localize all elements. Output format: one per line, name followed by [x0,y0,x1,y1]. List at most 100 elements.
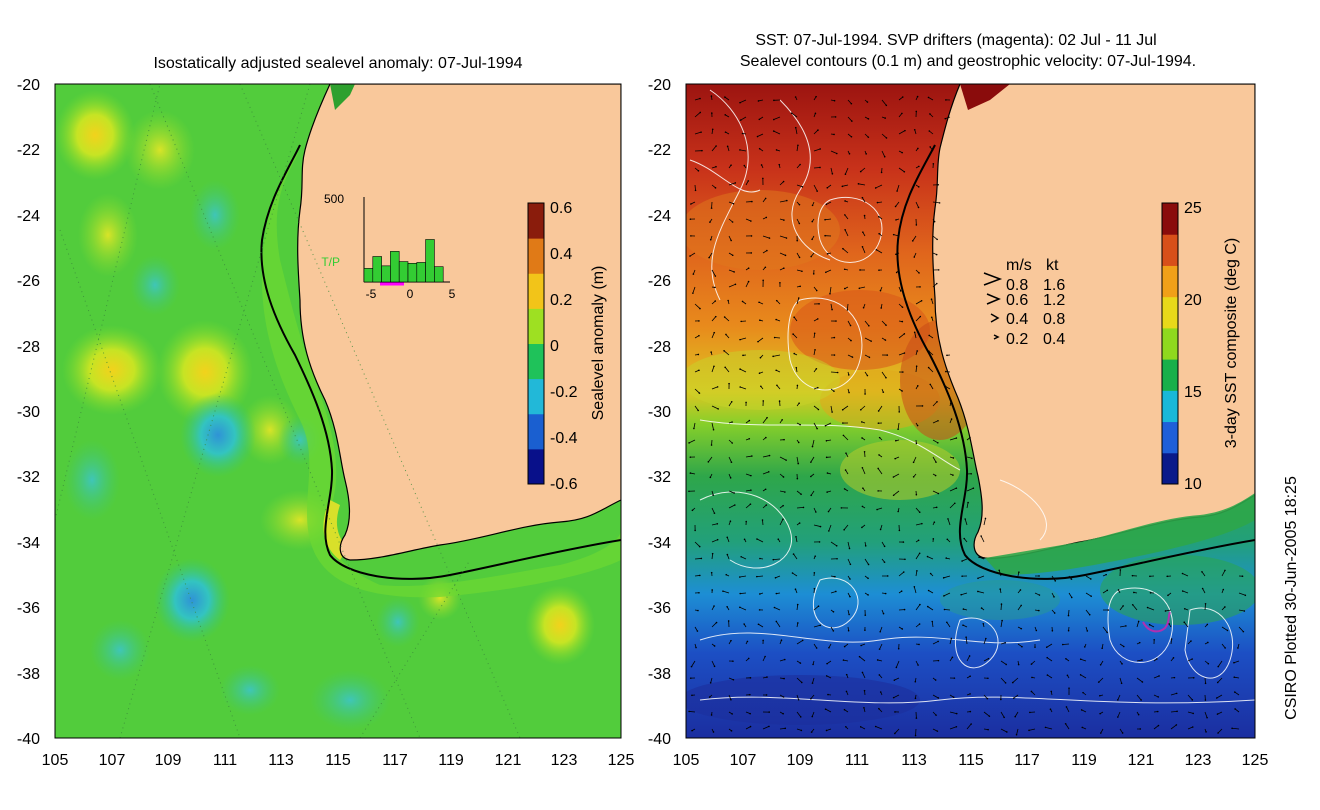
velocity-vector-head [876,508,878,511]
velocity-vector-head [1242,630,1245,633]
velocity-vector-head [969,710,972,713]
velocity-vector-head [831,308,833,311]
velocity-vector [893,490,900,496]
velocity-legend-header-ms: m/s [1006,257,1032,274]
histogram-bar [434,266,444,283]
velocity-vector-head [750,220,752,222]
velocity-vector-head [894,205,897,208]
velocity-vector-head [1131,574,1134,577]
velocity-vector-head [902,571,905,573]
velocity-vector-head [796,384,799,387]
lon-label: 121 [1128,752,1155,769]
lat-label: -26 [17,273,40,290]
velocity-vector [875,184,883,189]
velocity-vector-head [826,472,829,474]
velocity-vector-head [945,370,947,373]
velocity-vector-head [707,461,710,463]
velocity-vector-head [937,640,939,643]
velocity-vector-head [913,586,916,588]
velocity-vector-head [849,563,852,566]
velocity-vector-head [867,136,870,138]
velocity-vector-head [759,356,762,359]
velocity-vector [692,286,696,294]
velocity-vector-head [918,623,921,625]
velocity-vector-head [883,155,886,158]
velocity-vector-head [699,97,701,100]
velocity-vector-head [987,677,989,680]
velocity-vector-head [1070,596,1073,599]
velocity-vector-head [875,248,878,251]
velocity-vector [876,249,883,254]
velocity-vector [932,420,939,424]
velocity-vector-head [849,595,851,598]
velocity-vector [1085,575,1092,580]
velocity-vector-head [885,324,887,326]
velocity-vector-head [866,101,869,103]
velocity-vector-head [810,731,813,733]
velocity-vector-head [743,538,746,541]
velocity-vector-head [1241,575,1244,577]
velocity-vector [689,252,696,257]
velocity-vector-head [1035,629,1038,632]
velocity-vector-head [828,646,830,649]
velocity-vector [949,711,957,714]
sst-colorbar-swatch [1162,421,1178,454]
velocity-vector [932,439,939,444]
velocity-vector-head [810,461,812,463]
velocity-vector [711,269,716,277]
velocity-vector-head [1183,621,1186,624]
velocity-vector [1117,711,1121,718]
velocity-vector-head [824,218,826,221]
velocity-vector [796,640,803,645]
velocity-vector [847,116,853,122]
velocity-vector [898,352,905,356]
velocity-vector-head [801,639,804,642]
velocity-vector-head [726,605,728,608]
geostrophic-velocity-vectors [688,95,1247,737]
velocity-vector-head [977,577,979,580]
velocity-vector-head [1201,587,1204,590]
velocity-vector [928,367,934,373]
lat-label: -40 [648,731,671,748]
velocity-vector-head [723,350,725,352]
velocity-vector-head [1046,674,1049,676]
velocity-vector-head [713,365,715,368]
velocity-vector [1000,728,1008,733]
velocity-vector [1051,575,1056,582]
velocity-vector-head [814,349,816,351]
velocity-vector-head [715,145,717,147]
velocity-vector [949,502,956,509]
velocity-vector-head [833,133,835,136]
lon-label: 111 [213,752,237,769]
velocity-vector-head [892,476,895,478]
lon-label: 109 [155,752,182,769]
velocity-vector-head [814,112,817,115]
velocity-vector-head [865,153,867,155]
velocity-vector [983,711,990,717]
velocity-vector-head [898,411,901,413]
velocity-vector-head [747,180,750,182]
velocity-vector-head [824,234,826,237]
velocity-vector-head [977,590,979,593]
velocity-vector-head [699,574,701,577]
velocity-vector [1170,710,1178,713]
velocity-vector [1204,711,1208,718]
velocity-vector-head [762,400,765,402]
velocity-vector [894,728,900,734]
velocity-vector [728,182,736,186]
velocity-vector-head [844,214,846,216]
velocity-vector [945,116,951,120]
velocity-vector-head [739,592,741,595]
velocity-vector-head [986,697,989,700]
velocity-vector [728,401,733,407]
velocity-vector-head [999,588,1002,590]
velocity-vector-head [797,622,799,624]
velocity-vector-head [782,180,785,183]
velocity-vector-head [815,95,817,98]
velocity-vector-head [964,518,966,520]
velocity-vector-head [768,237,771,239]
velocity-vector-head [688,710,690,713]
velocity-vector [966,723,972,730]
velocity-vector-head [915,224,918,226]
velocity-vector-head [795,366,798,369]
